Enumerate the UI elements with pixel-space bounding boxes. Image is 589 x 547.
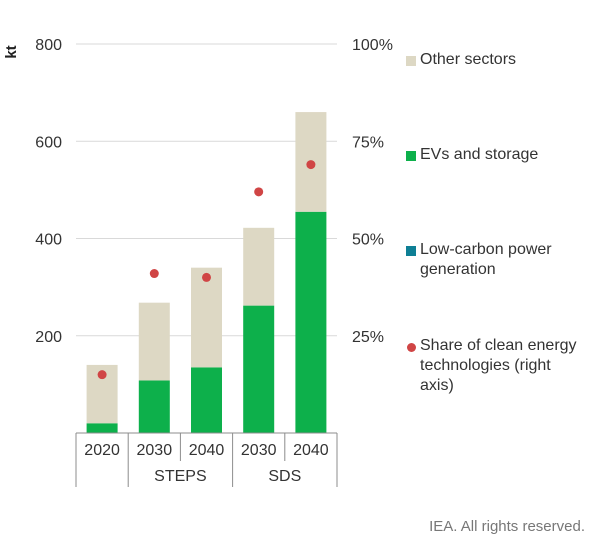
bar-evs-and-storage: [295, 211, 327, 433]
y-tick-label: 200: [35, 329, 62, 346]
x-tick-label: 2030: [137, 442, 173, 459]
y-tick-label: 600: [35, 134, 62, 151]
legend-item-other-sectors: Other sectors: [406, 50, 516, 70]
legend-label-low-carbon: Low-carbon power generation: [420, 241, 552, 278]
x-tick-label: 2040: [293, 442, 329, 459]
bar-evs-and-storage: [191, 367, 222, 433]
credit-text: IEA. All rights reserved.: [429, 518, 585, 535]
x-tick-label: 2040: [189, 442, 225, 459]
group-label: SDS: [268, 468, 301, 485]
bar-other-sectors: [191, 267, 222, 368]
x-tick-label: 2030: [241, 442, 277, 459]
x-tick-label: 2020: [84, 442, 120, 459]
share-marker: [149, 269, 159, 279]
share-marker: [97, 370, 107, 380]
y2-tick-label: 75%: [352, 134, 384, 151]
bar-other-sectors: [243, 227, 275, 306]
share-marker: [202, 272, 211, 282]
legend-label-evs-storage: EVs and storage: [420, 146, 539, 163]
legend-item-evs-storage: EVs and storage: [406, 145, 538, 165]
legend-swatch-low-carbon: [406, 246, 416, 256]
y-axis-label: kt: [3, 45, 20, 58]
y2-tick-label: 50%: [352, 232, 384, 249]
group-label: STEPS: [154, 468, 206, 485]
share-marker: [254, 187, 264, 197]
legend-label-other-sectors: Other sectors: [420, 51, 517, 68]
share-markers: [97, 160, 316, 380]
bar-marks: [86, 112, 327, 433]
legend-label-share: Share of clean energy technologies (righ…: [420, 337, 577, 394]
bar-evs-and-storage: [243, 305, 275, 433]
legend-swatch-other-sectors: [406, 56, 416, 66]
bar-other-sectors: [138, 302, 170, 381]
y-tick-label: 400: [35, 232, 62, 249]
legend-swatch-share: [407, 343, 416, 352]
axes: 200 25% 400 50% 600 75% 800 100% 2020 2030 2040 203…: [35, 37, 393, 487]
share-marker: [306, 160, 316, 170]
y2-tick-label: 25%: [352, 329, 384, 346]
legend-item-low-carbon: Low-carbon power generation: [406, 240, 580, 280]
y2-tick-label: 100%: [352, 37, 393, 54]
y-tick-label: 800: [35, 37, 62, 54]
legend-swatch-evs-storage: [406, 151, 416, 161]
bar-evs-and-storage: [138, 380, 170, 433]
bar-evs-and-storage: [86, 423, 118, 433]
legend-item-share: Share of clean energy technologies (righ…: [406, 336, 585, 396]
